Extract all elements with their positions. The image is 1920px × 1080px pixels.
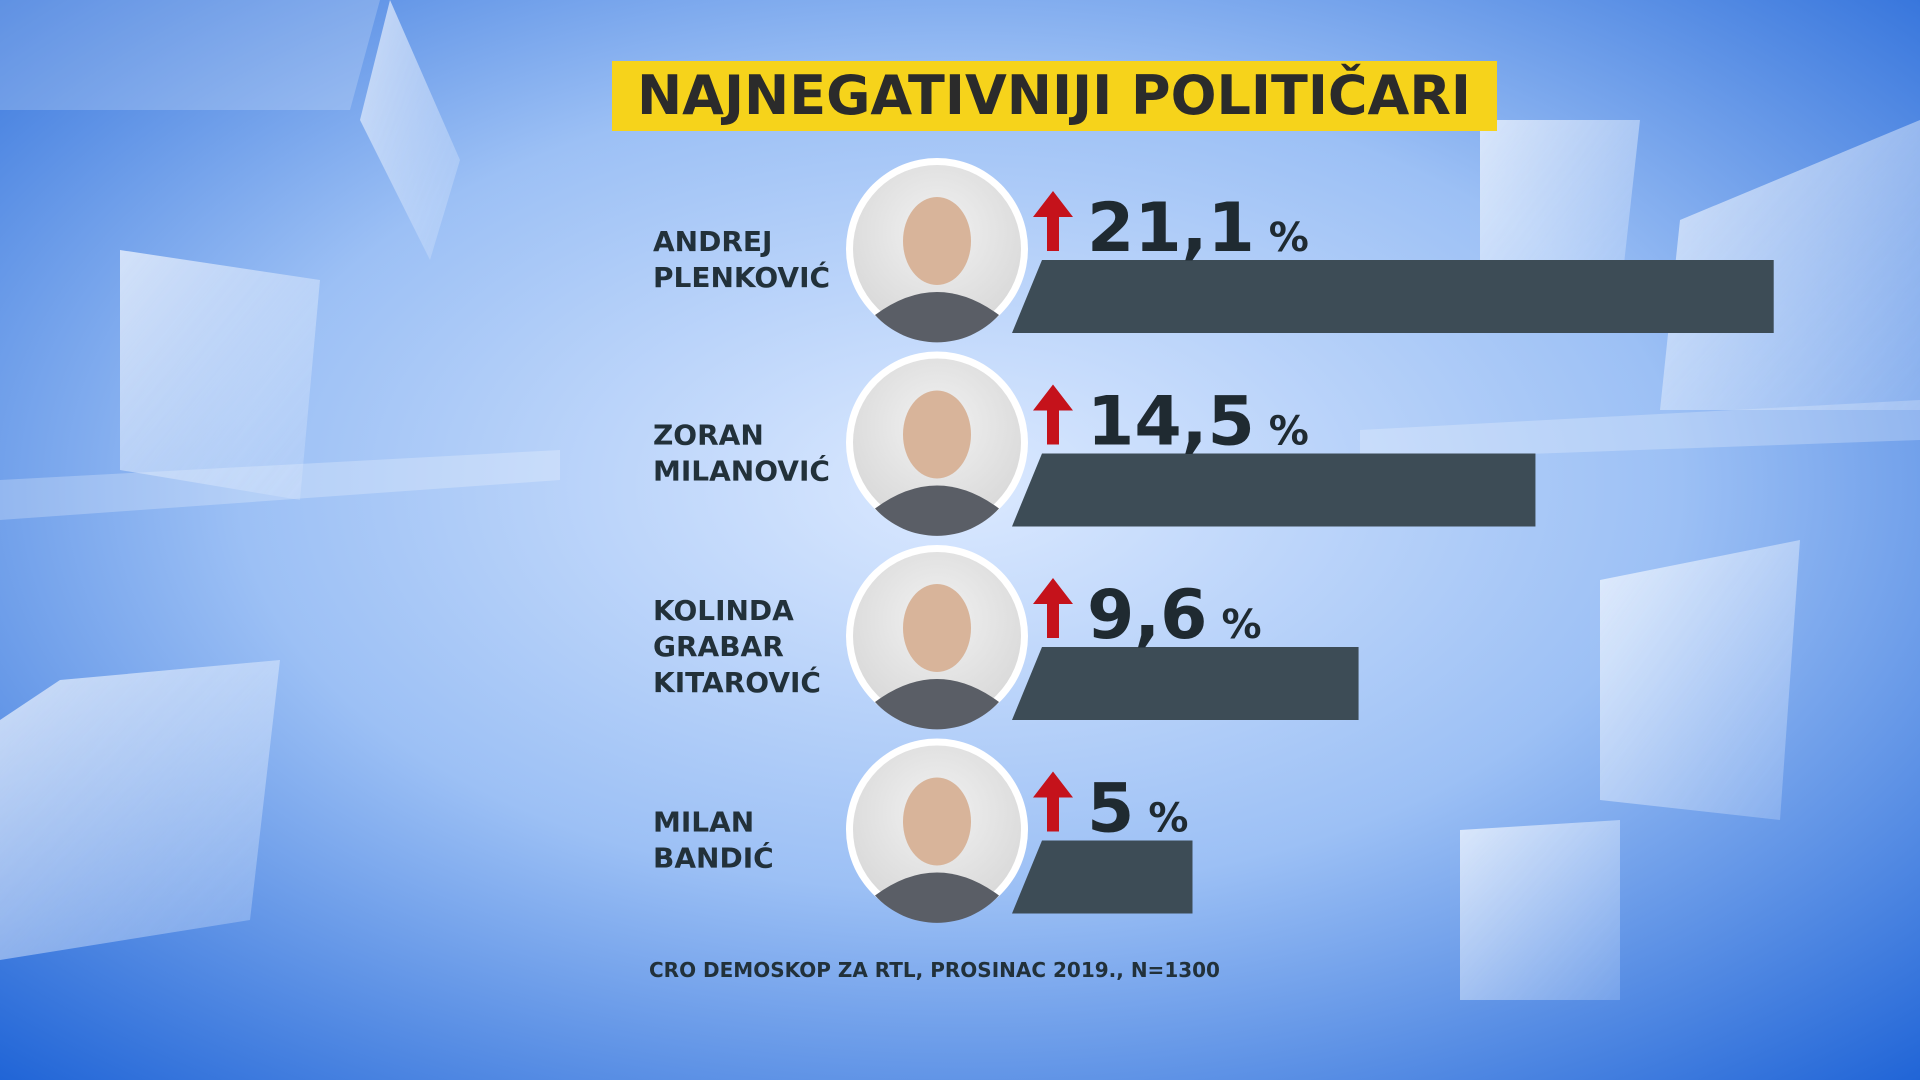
category-label: ANDREJ	[653, 225, 772, 258]
category-label: MILANOVIĆ	[653, 454, 830, 488]
value-unit: %	[1269, 215, 1309, 261]
bar	[1012, 647, 1359, 720]
category-label: BANDIĆ	[653, 841, 774, 875]
value-label-group: 5%	[1087, 770, 1188, 849]
value-label: 9,6	[1087, 576, 1207, 655]
source-note: CRO DEMOSKOP ZA RTL, PROSINAC 2019., N=1…	[649, 958, 1220, 982]
category-label: GRABAR	[653, 630, 784, 663]
photo-silhouette	[875, 679, 999, 730]
bar	[1012, 840, 1193, 914]
value-label: 14,5	[1087, 383, 1255, 462]
value-unit: %	[1269, 409, 1309, 455]
photo-silhouette	[875, 292, 999, 343]
category-label: KOLINDA	[653, 594, 794, 627]
category-label: KITAROVIĆ	[653, 665, 821, 699]
photo-silhouette	[875, 485, 999, 536]
trend-arrow	[1033, 191, 1073, 251]
photo-head	[903, 777, 971, 866]
bar	[1012, 453, 1536, 527]
value-label: 5	[1087, 770, 1134, 849]
category-label: PLENKOVIĆ	[653, 260, 830, 294]
photo-silhouette	[875, 872, 999, 923]
chart-title: NAJNEGATIVNIJI POLITIČARI	[637, 64, 1471, 127]
value-unit: %	[1221, 602, 1261, 648]
value-label-group: 21,1%	[1087, 189, 1309, 268]
category-label: MILAN	[653, 806, 754, 839]
trend-arrow	[1033, 771, 1073, 832]
title-box	[612, 61, 1497, 131]
photo-head	[903, 584, 971, 672]
bar	[1012, 260, 1774, 333]
value-label-group: 14,5%	[1087, 383, 1309, 462]
category-label: ZORAN	[653, 419, 764, 452]
trend-arrow	[1033, 384, 1073, 445]
trend-arrow	[1033, 578, 1073, 638]
photo-head	[903, 390, 971, 479]
value-label-group: 9,6%	[1087, 576, 1262, 655]
value-unit: %	[1148, 796, 1188, 842]
photo-head	[903, 197, 971, 285]
value-label: 21,1	[1087, 189, 1255, 268]
